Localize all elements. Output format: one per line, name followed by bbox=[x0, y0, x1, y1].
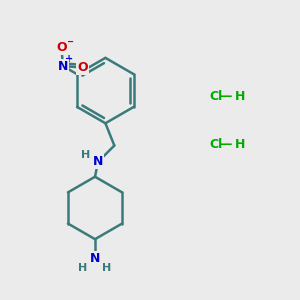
Text: O: O bbox=[56, 41, 67, 54]
Text: Cl: Cl bbox=[209, 90, 223, 103]
Text: N: N bbox=[90, 252, 100, 265]
Text: H: H bbox=[79, 263, 88, 273]
Text: —: — bbox=[220, 90, 232, 103]
Text: H: H bbox=[102, 263, 112, 273]
Text: H: H bbox=[81, 150, 90, 160]
Text: −: − bbox=[65, 37, 74, 47]
Text: H: H bbox=[235, 138, 245, 151]
Text: Cl: Cl bbox=[209, 138, 223, 151]
Text: N: N bbox=[58, 59, 68, 73]
Text: N: N bbox=[93, 155, 103, 168]
Text: +: + bbox=[65, 55, 74, 64]
Text: H: H bbox=[235, 90, 245, 103]
Text: —: — bbox=[220, 138, 232, 151]
Text: O: O bbox=[77, 61, 88, 74]
